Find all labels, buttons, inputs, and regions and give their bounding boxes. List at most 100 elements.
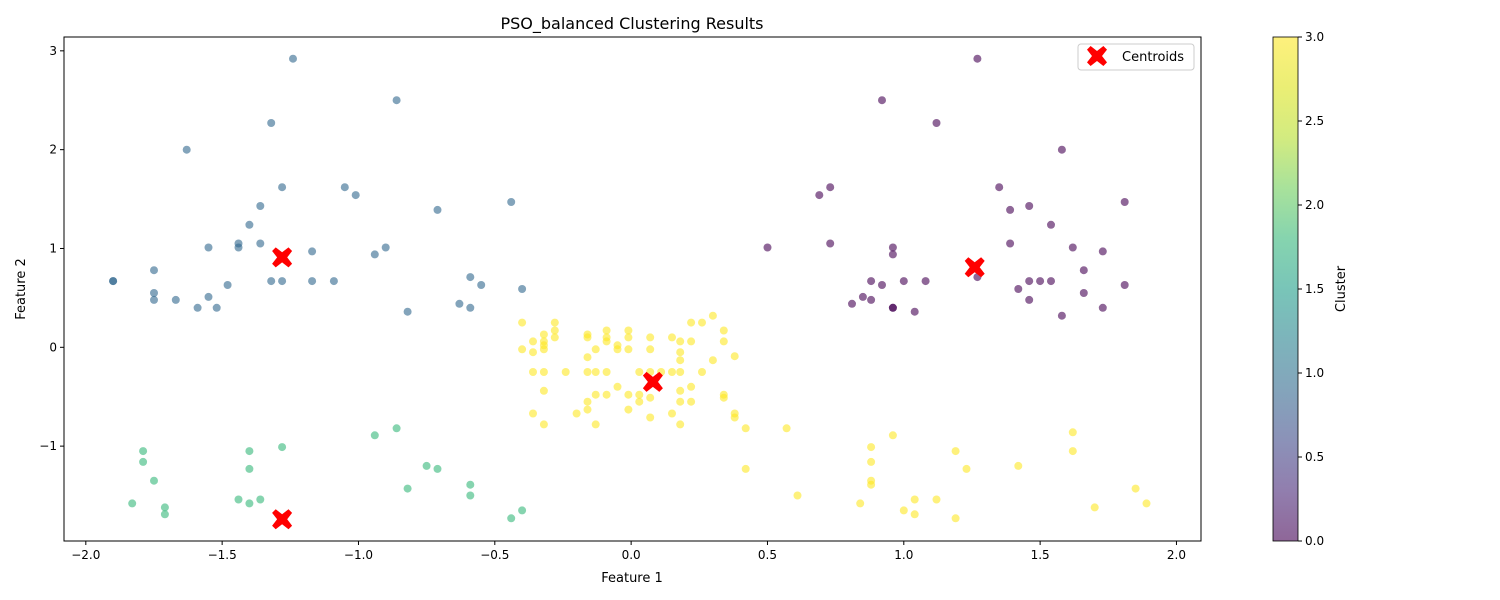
data-point-cluster-3 xyxy=(624,405,633,414)
data-point-cluster-3 xyxy=(602,326,611,335)
x-tick-label: 1.0 xyxy=(894,548,913,562)
data-point-cluster-0 xyxy=(910,307,919,316)
legend-centroid-x-icon xyxy=(1087,46,1107,66)
data-point-cluster-3 xyxy=(539,330,548,339)
data-point-cluster-2 xyxy=(139,457,148,466)
data-point-cluster-3 xyxy=(951,514,960,523)
data-point-cluster-0 xyxy=(1120,281,1129,289)
data-point-cluster-3 xyxy=(529,409,537,418)
data-point-cluster-2 xyxy=(256,495,265,504)
data-point-cluster-1 xyxy=(256,202,265,210)
data-point-cluster-3 xyxy=(719,393,728,402)
data-point-cluster-1 xyxy=(223,281,232,289)
data-point-cluster-3 xyxy=(687,337,696,346)
data-point-cluster-0 xyxy=(1047,277,1055,286)
data-point-cluster-3 xyxy=(676,420,685,429)
data-point-cluster-3 xyxy=(624,333,633,342)
data-point-cluster-0 xyxy=(995,183,1004,192)
data-point-cluster-0 xyxy=(878,96,886,105)
data-point-cluster-3 xyxy=(572,409,581,418)
data-point-cluster-3 xyxy=(529,368,537,376)
data-point-cluster-2 xyxy=(245,499,254,508)
colorbar-tick-label: 2.5 xyxy=(1305,114,1324,128)
data-point-cluster-3 xyxy=(730,352,739,361)
scatter-points xyxy=(109,54,1151,523)
data-point-cluster-0 xyxy=(1047,220,1055,229)
data-point-cluster-3 xyxy=(668,333,676,342)
data-point-cluster-3 xyxy=(539,386,548,395)
data-point-cluster-1 xyxy=(150,289,158,297)
data-point-cluster-3 xyxy=(613,345,622,354)
data-point-cluster-3 xyxy=(719,337,728,346)
data-point-cluster-2 xyxy=(128,499,137,508)
data-point-cluster-3 xyxy=(687,318,696,327)
data-point-cluster-0 xyxy=(815,191,824,200)
data-point-cluster-3 xyxy=(583,353,592,362)
data-point-cluster-1 xyxy=(392,96,401,105)
data-point-cluster-3 xyxy=(741,464,750,473)
legend-box xyxy=(1077,43,1195,71)
data-point-cluster-3 xyxy=(602,390,611,399)
data-point-cluster-2 xyxy=(507,514,516,523)
data-point-cluster-1 xyxy=(518,285,527,293)
colorbar-tick-label: 1.5 xyxy=(1305,282,1324,296)
data-point-cluster-1 xyxy=(278,183,287,192)
data-point-cluster-3 xyxy=(708,356,717,365)
data-point-cluster-0 xyxy=(1098,247,1107,256)
data-point-cluster-3 xyxy=(635,390,644,399)
data-point-cluster-3 xyxy=(518,345,527,354)
data-point-cluster-0 xyxy=(826,183,835,192)
data-point-cluster-3 xyxy=(676,368,685,376)
data-point-cluster-1 xyxy=(234,243,243,252)
data-point-cluster-1 xyxy=(182,145,191,154)
data-point-cluster-0 xyxy=(1120,198,1129,206)
data-point-cluster-3 xyxy=(624,326,633,335)
data-point-cluster-1 xyxy=(403,307,412,316)
data-point-cluster-2 xyxy=(245,464,254,473)
data-point-cluster-3 xyxy=(867,480,876,489)
y-axis: −1 0 1 2 3 xyxy=(39,44,64,453)
data-point-cluster-3 xyxy=(583,368,592,376)
data-point-cluster-3 xyxy=(793,491,802,500)
plot-frame xyxy=(63,36,1202,542)
centroid-marker xyxy=(964,257,985,278)
data-point-cluster-1 xyxy=(278,277,287,286)
data-point-cluster-3 xyxy=(932,495,941,504)
data-point-cluster-3 xyxy=(1014,461,1023,470)
y-axis-label: Feature 2 xyxy=(14,258,29,320)
data-point-cluster-2 xyxy=(234,495,243,504)
colorbar-tick-label: 2.0 xyxy=(1305,198,1324,212)
data-point-cluster-3 xyxy=(591,390,600,399)
y-tick-label: −1 xyxy=(39,439,57,453)
data-point-cluster-3 xyxy=(676,386,685,395)
data-point-cluster-3 xyxy=(602,337,611,346)
data-point-cluster-3 xyxy=(730,413,739,422)
data-point-cluster-0 xyxy=(867,295,876,304)
data-point-cluster-2 xyxy=(466,480,475,489)
data-point-cluster-3 xyxy=(899,506,908,515)
data-point-cluster-0 xyxy=(1068,243,1077,252)
data-point-cluster-2 xyxy=(245,447,254,456)
data-point-cluster-3 xyxy=(646,413,655,422)
data-point-cluster-0 xyxy=(1006,239,1015,248)
data-point-cluster-3 xyxy=(591,420,600,429)
data-point-cluster-2 xyxy=(150,476,158,485)
data-point-cluster-2 xyxy=(518,506,527,515)
data-point-cluster-1 xyxy=(455,299,464,308)
data-point-cluster-1 xyxy=(381,243,390,252)
data-point-cluster-0 xyxy=(1025,202,1034,210)
data-point-cluster-3 xyxy=(550,326,559,335)
data-point-cluster-1 xyxy=(466,303,475,312)
data-point-cluster-0 xyxy=(1014,285,1023,293)
data-point-cluster-0 xyxy=(1025,295,1034,304)
colorbar-tick-label: 0.0 xyxy=(1305,534,1324,548)
data-point-cluster-1 xyxy=(370,250,379,259)
x-tick-label: −1.5 xyxy=(208,548,237,562)
data-point-cluster-1 xyxy=(204,292,213,301)
data-point-cluster-1 xyxy=(171,295,180,304)
data-point-cluster-0 xyxy=(921,277,930,286)
data-point-cluster-3 xyxy=(561,368,570,376)
data-point-cluster-2 xyxy=(370,431,379,440)
data-point-cluster-0 xyxy=(848,299,856,308)
data-point-cluster-3 xyxy=(539,368,548,376)
